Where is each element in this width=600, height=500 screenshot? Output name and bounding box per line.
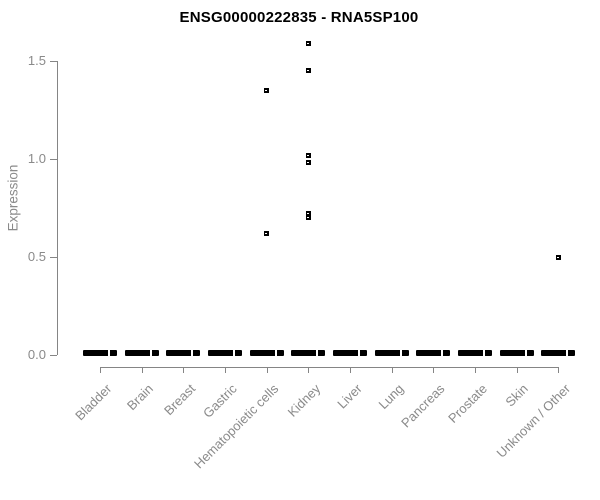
zero-expression-cluster xyxy=(207,350,242,356)
y-tick-label: 0.5 xyxy=(27,249,46,264)
y-axis-label: Expression xyxy=(5,164,21,232)
x-tick-label: Breast xyxy=(160,381,198,419)
x-tick xyxy=(100,367,101,373)
data-point xyxy=(264,87,270,93)
y-tick xyxy=(50,159,57,160)
x-tick-label: Prostate xyxy=(444,381,490,426)
zero-expression-cluster xyxy=(124,350,159,356)
y-tick xyxy=(50,355,57,356)
zero-expression-cluster xyxy=(291,350,326,356)
x-tick-label: Brain xyxy=(124,381,157,414)
zero-expression-cluster xyxy=(457,350,492,356)
data-point xyxy=(305,40,311,46)
x-tick-label: Unknown / Other xyxy=(493,381,573,461)
x-tick-label: Pancreas xyxy=(398,381,448,431)
x-tick xyxy=(183,367,185,373)
zero-expression-cluster xyxy=(374,350,409,356)
zero-expression-cluster xyxy=(332,350,367,356)
x-tick xyxy=(558,367,560,373)
x-tick xyxy=(433,367,435,373)
x-tick-label: Lung xyxy=(375,381,407,413)
data-point xyxy=(264,230,270,236)
x-tick xyxy=(141,367,143,373)
x-tick-label: Kidney xyxy=(284,381,323,420)
x-axis-line xyxy=(100,367,560,368)
zero-expression-cluster xyxy=(541,350,576,356)
y-tick-label: 0.0 xyxy=(27,347,46,362)
data-point xyxy=(305,215,311,221)
chart-title: ENSG00000222835 - RNA5SP100 xyxy=(179,9,419,26)
x-tick xyxy=(474,367,476,373)
zero-expression-cluster xyxy=(166,350,201,356)
data-point xyxy=(305,68,311,74)
x-tick xyxy=(308,367,310,373)
x-tick-label: Skin xyxy=(502,381,532,410)
zero-expression-cluster xyxy=(249,350,284,356)
zero-expression-cluster xyxy=(499,350,534,356)
x-tick-label: Bladder xyxy=(72,381,115,424)
y-axis-line xyxy=(57,61,58,355)
x-tick xyxy=(516,367,518,373)
data-point xyxy=(305,211,311,217)
data-point xyxy=(305,152,311,158)
y-tick xyxy=(50,61,57,62)
x-tick xyxy=(349,367,351,373)
x-tick xyxy=(224,367,226,373)
zero-expression-cluster xyxy=(83,350,117,356)
y-tick-label: 1.0 xyxy=(27,151,46,166)
data-point xyxy=(305,160,311,166)
x-tick-label: Gastric xyxy=(199,381,240,421)
x-tick xyxy=(266,367,268,373)
y-tick xyxy=(50,257,57,258)
y-tick-label: 1.5 xyxy=(27,53,46,68)
x-tick-label: Liver xyxy=(334,381,365,412)
zero-expression-cluster xyxy=(416,350,451,356)
x-tick xyxy=(391,367,393,373)
data-point xyxy=(555,254,561,260)
